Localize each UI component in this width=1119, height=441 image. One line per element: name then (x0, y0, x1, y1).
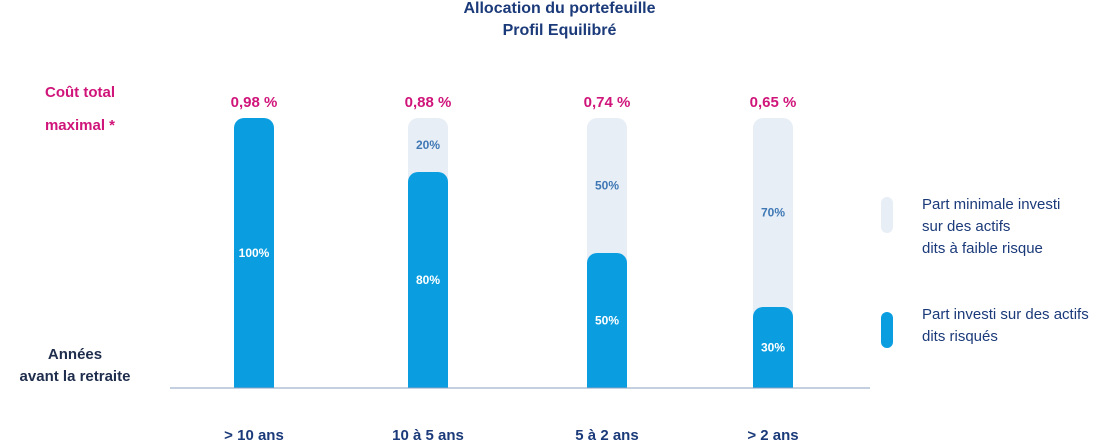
category-label-2: 10 à 5 ans (392, 427, 464, 441)
chart-title-line1: Allocation du portefeuille (463, 0, 656, 17)
risky-value-label-2: 80% (416, 273, 440, 287)
legend-low-risk-line-2: sur des actifs (922, 218, 1011, 235)
chart-title: Allocation du portefeuille Profil Equili… (0, 0, 1119, 42)
legend-low-risk-line-1: Part minimale investi (922, 196, 1061, 213)
category-label-3: 5 à 2 ans (575, 427, 638, 441)
category-label-1: > 10 ans (224, 427, 284, 441)
risky-bar-3 (587, 253, 627, 398)
legend-risky-line-1: Part investi sur des actifs (922, 306, 1089, 323)
cost-label-line2: maximal * (44, 117, 116, 134)
cost-value-label-3: 0,74 % (584, 94, 631, 111)
risky-bar-2 (408, 172, 448, 398)
risky-value-label-4: 30% (761, 341, 785, 355)
risky-value-label-3: 50% (595, 314, 619, 328)
risky-value-label-1: 100% (239, 246, 270, 260)
axis-mask (170, 388, 870, 402)
chart-title-line2: Profil Equilibré (502, 22, 617, 39)
legend-risky-swatch (881, 312, 893, 348)
legend-low-risk-label: Part minimale investi sur des actifs dits … (922, 194, 1060, 260)
category-label-4: > 2 ans (747, 427, 798, 441)
years-label-line1: Années (47, 346, 103, 363)
legend-risky-label: Part investi sur des actifs dits risqués (922, 304, 1089, 348)
cost-value-label-4: 0,65 % (750, 94, 797, 111)
cost-label-line1: Coût total (45, 84, 115, 101)
low-risk-value-label-2: 20% (416, 138, 440, 152)
legend-risky-line-2: dits risqués (922, 328, 998, 345)
cost-value-label-1: 0,98 % (231, 94, 278, 111)
years-label-line2: avant la retraite (19, 368, 131, 385)
risky-bar-4 (753, 307, 793, 398)
legend-low-risk-swatch (881, 197, 893, 233)
cost-value-label-2: 0,88 % (405, 94, 452, 111)
low-risk-value-label-3: 50% (595, 179, 619, 193)
risky-bar-1 (234, 118, 274, 398)
legend-low-risk-line-3: dits à faible risque (922, 240, 1043, 257)
low-risk-value-label-4: 70% (761, 206, 785, 220)
